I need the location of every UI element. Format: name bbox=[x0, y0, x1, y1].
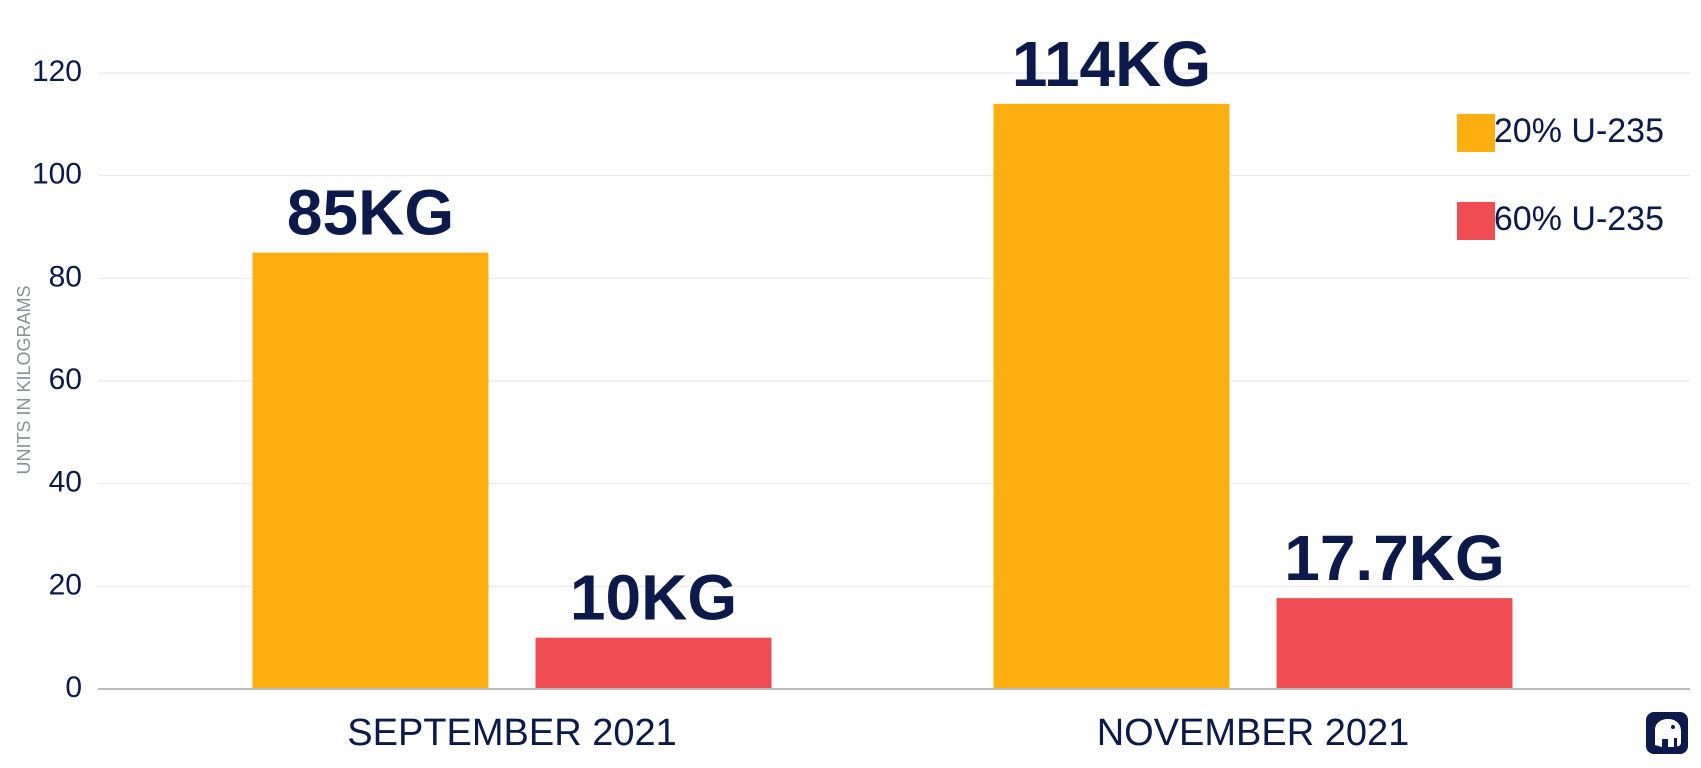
data-label: 17.7KG bbox=[1284, 522, 1505, 594]
legend-label: 20% U-235 bbox=[1494, 112, 1664, 150]
legend: 20% U-235 60% U-235 bbox=[1457, 112, 1664, 240]
bars bbox=[252, 103, 1513, 690]
y-tick-label: 80 bbox=[49, 260, 82, 293]
y-tick-label: 100 bbox=[32, 158, 82, 191]
bar bbox=[252, 252, 489, 689]
y-tick-label: 120 bbox=[32, 55, 82, 88]
y-axis-label: UNITS IN KILOGRAMS bbox=[14, 285, 34, 474]
legend-swatch bbox=[1457, 202, 1495, 240]
elephant-icon bbox=[1646, 712, 1688, 754]
x-category-label: SEPTEMBER 2021 bbox=[347, 712, 676, 754]
legend-swatch bbox=[1457, 114, 1495, 152]
bar bbox=[993, 103, 1230, 690]
y-axis-ticks: 0 20 40 60 80 100 120 bbox=[32, 55, 82, 704]
y-tick-label: 60 bbox=[49, 363, 82, 396]
data-labels: 85KG 10KG 114KG 17.7KG bbox=[287, 28, 1505, 634]
y-tick-label: 40 bbox=[49, 466, 82, 499]
legend-label: 60% U-235 bbox=[1494, 200, 1664, 238]
bar bbox=[535, 637, 772, 689]
data-label: 10KG bbox=[570, 562, 737, 634]
y-tick-label: 20 bbox=[49, 568, 82, 601]
bar bbox=[1276, 598, 1513, 689]
x-axis-categories: SEPTEMBER 2021 NOVEMBER 2021 bbox=[347, 712, 1409, 754]
data-label: 114KG bbox=[1012, 28, 1211, 100]
x-category-label: NOVEMBER 2021 bbox=[1097, 712, 1410, 754]
y-tick-label: 0 bbox=[65, 671, 82, 704]
data-label: 85KG bbox=[287, 177, 454, 249]
